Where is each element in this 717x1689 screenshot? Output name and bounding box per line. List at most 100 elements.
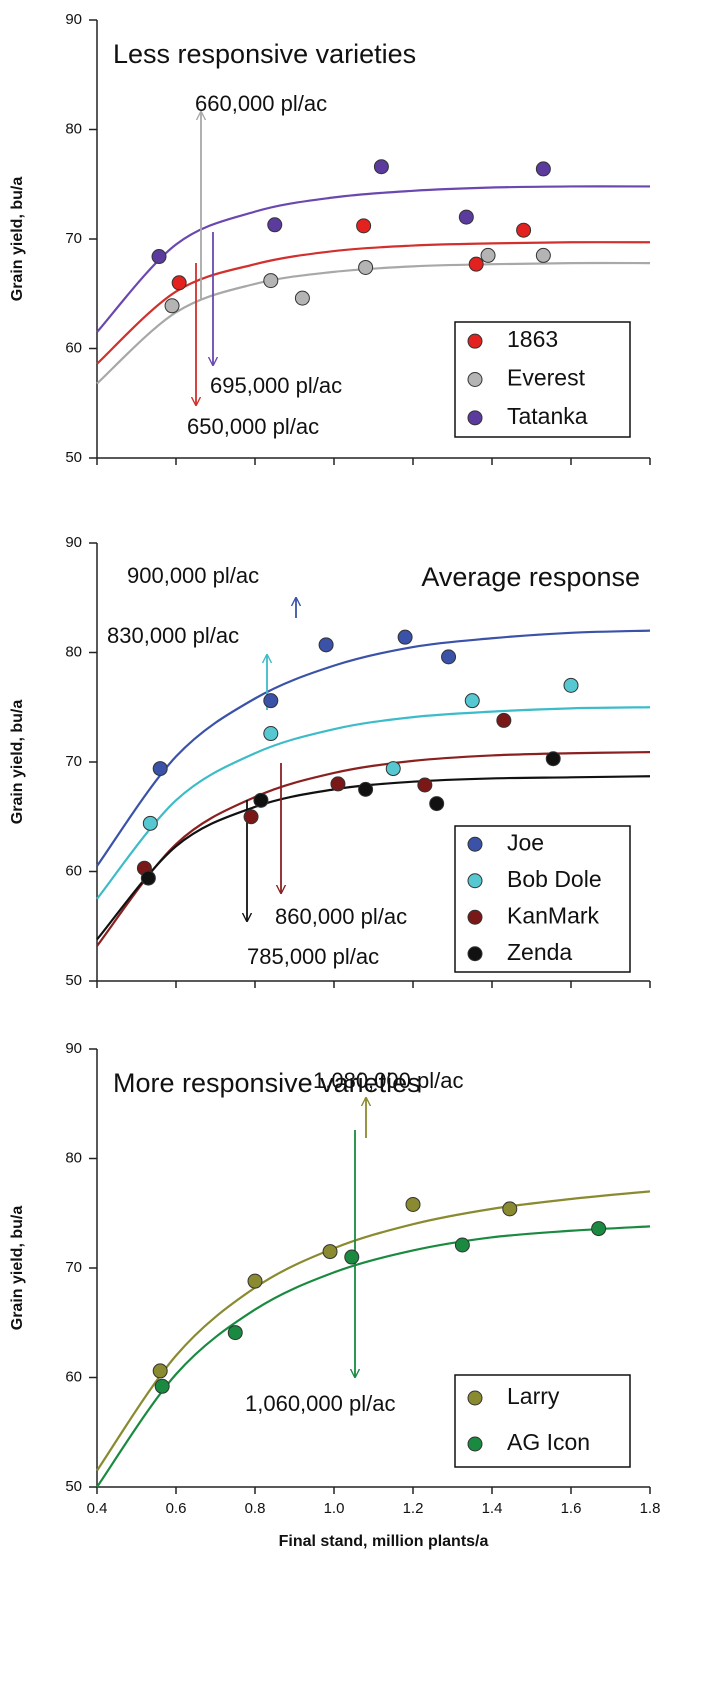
- data-point: [464, 693, 480, 709]
- data-point: [247, 1273, 263, 1289]
- data-point: [322, 1244, 338, 1260]
- x-tick-label: 1.4: [482, 1500, 503, 1517]
- data-point: [358, 781, 374, 797]
- fit-curve: [96, 629, 651, 867]
- legend-box: [454, 321, 631, 438]
- data-point: [142, 815, 158, 831]
- annotation: 660,000 pl/ac: [195, 91, 327, 116]
- y-axis-label: Grain yield, bu/a: [9, 700, 26, 825]
- annotation: 785,000 pl/ac: [247, 944, 379, 969]
- legend-label: Zenda: [507, 939, 572, 965]
- legend-box: [454, 825, 631, 973]
- annotation: 830,000 pl/ac: [107, 623, 239, 648]
- data-point: [263, 726, 279, 742]
- x-tick-label: 1.6: [561, 1500, 582, 1517]
- data-point: [545, 751, 561, 767]
- data-point: [243, 809, 259, 825]
- y-tick-label: 50: [65, 1478, 82, 1495]
- data-point: [171, 275, 187, 291]
- y-tick-label: 80: [65, 1149, 82, 1166]
- data-point: [151, 249, 167, 265]
- legend-marker: [467, 946, 483, 962]
- data-point: [263, 693, 279, 709]
- data-point: [140, 870, 156, 886]
- data-point: [405, 1196, 421, 1212]
- data-point: [458, 209, 474, 225]
- y-tick-label: 80: [65, 643, 82, 660]
- y-tick-label: 80: [65, 120, 82, 137]
- legend-label: Bob Dole: [507, 866, 602, 892]
- legend-label: Larry: [507, 1383, 560, 1409]
- legend-label: Joe: [507, 829, 544, 855]
- chart-title: Less responsive varieties: [113, 39, 416, 69]
- fit-curve: [96, 1190, 651, 1472]
- fit-curve: [96, 1225, 651, 1488]
- legend-marker: [467, 410, 483, 426]
- x-tick-label: 0.6: [166, 1500, 187, 1517]
- data-point: [417, 777, 433, 793]
- data-point: [591, 1221, 607, 1237]
- chart-title: Average response: [421, 562, 640, 592]
- data-point: [429, 796, 445, 812]
- annotation: 860,000 pl/ac: [275, 904, 407, 929]
- data-point: [152, 1363, 168, 1379]
- data-point: [441, 649, 457, 665]
- data-point: [373, 159, 389, 175]
- data-point: [397, 629, 413, 645]
- x-axis-label: Final stand, million plants/a: [279, 1533, 489, 1550]
- annotation: 650,000 pl/ac: [187, 414, 319, 439]
- y-tick-label: 90: [65, 534, 82, 551]
- data-point: [263, 273, 279, 289]
- x-tick-label: 1.8: [640, 1500, 661, 1517]
- data-point: [358, 259, 374, 275]
- y-tick-label: 70: [65, 753, 82, 770]
- x-tick-label: 1.2: [403, 1500, 424, 1517]
- data-point: [267, 217, 283, 233]
- y-tick-label: 70: [65, 230, 82, 247]
- fit-curve: [96, 241, 651, 365]
- data-point: [385, 761, 401, 777]
- data-point: [563, 677, 579, 693]
- data-point: [152, 761, 168, 777]
- data-point: [164, 298, 180, 314]
- data-point: [344, 1249, 360, 1265]
- y-tick-label: 60: [65, 1368, 82, 1385]
- data-point: [227, 1325, 243, 1341]
- fit-curve: [96, 185, 651, 333]
- y-tick-label: 70: [65, 1259, 82, 1276]
- data-point: [496, 712, 512, 728]
- legend-label: Tatanka: [507, 403, 588, 429]
- data-point: [356, 218, 372, 234]
- legend-marker: [467, 1390, 483, 1406]
- legend-marker: [467, 909, 483, 925]
- data-point: [502, 1201, 518, 1217]
- data-point: [330, 776, 346, 792]
- legend-marker: [467, 372, 483, 387]
- annotation: 900,000 pl/ac: [127, 563, 259, 588]
- data-point: [535, 161, 551, 177]
- data-point: [535, 247, 551, 263]
- x-tick-label: 1.0: [324, 1500, 345, 1517]
- y-tick-label: 90: [65, 11, 82, 28]
- legend-label: KanMark: [507, 902, 600, 928]
- data-point: [480, 247, 496, 263]
- fit-curve: [96, 706, 651, 900]
- data-point: [516, 222, 532, 238]
- y-tick-label: 90: [65, 1040, 82, 1057]
- data-point: [318, 637, 334, 653]
- annotation: 695,000 pl/ac: [210, 373, 342, 398]
- y-tick-label: 60: [65, 862, 82, 879]
- legend-label: AG Icon: [507, 1429, 590, 1455]
- y-axis-label: Grain yield, bu/a: [9, 1206, 26, 1331]
- legend-label: Everest: [507, 365, 586, 391]
- annotation: 1,060,000 pl/ac: [245, 1391, 395, 1416]
- fit-curve: [96, 775, 651, 941]
- legend-marker: [467, 333, 483, 349]
- legend-box: [454, 1374, 631, 1468]
- data-point: [294, 290, 310, 306]
- y-axis-label: Grain yield, bu/a: [9, 177, 26, 302]
- data-point: [154, 1378, 170, 1394]
- y-tick-label: 50: [65, 449, 82, 466]
